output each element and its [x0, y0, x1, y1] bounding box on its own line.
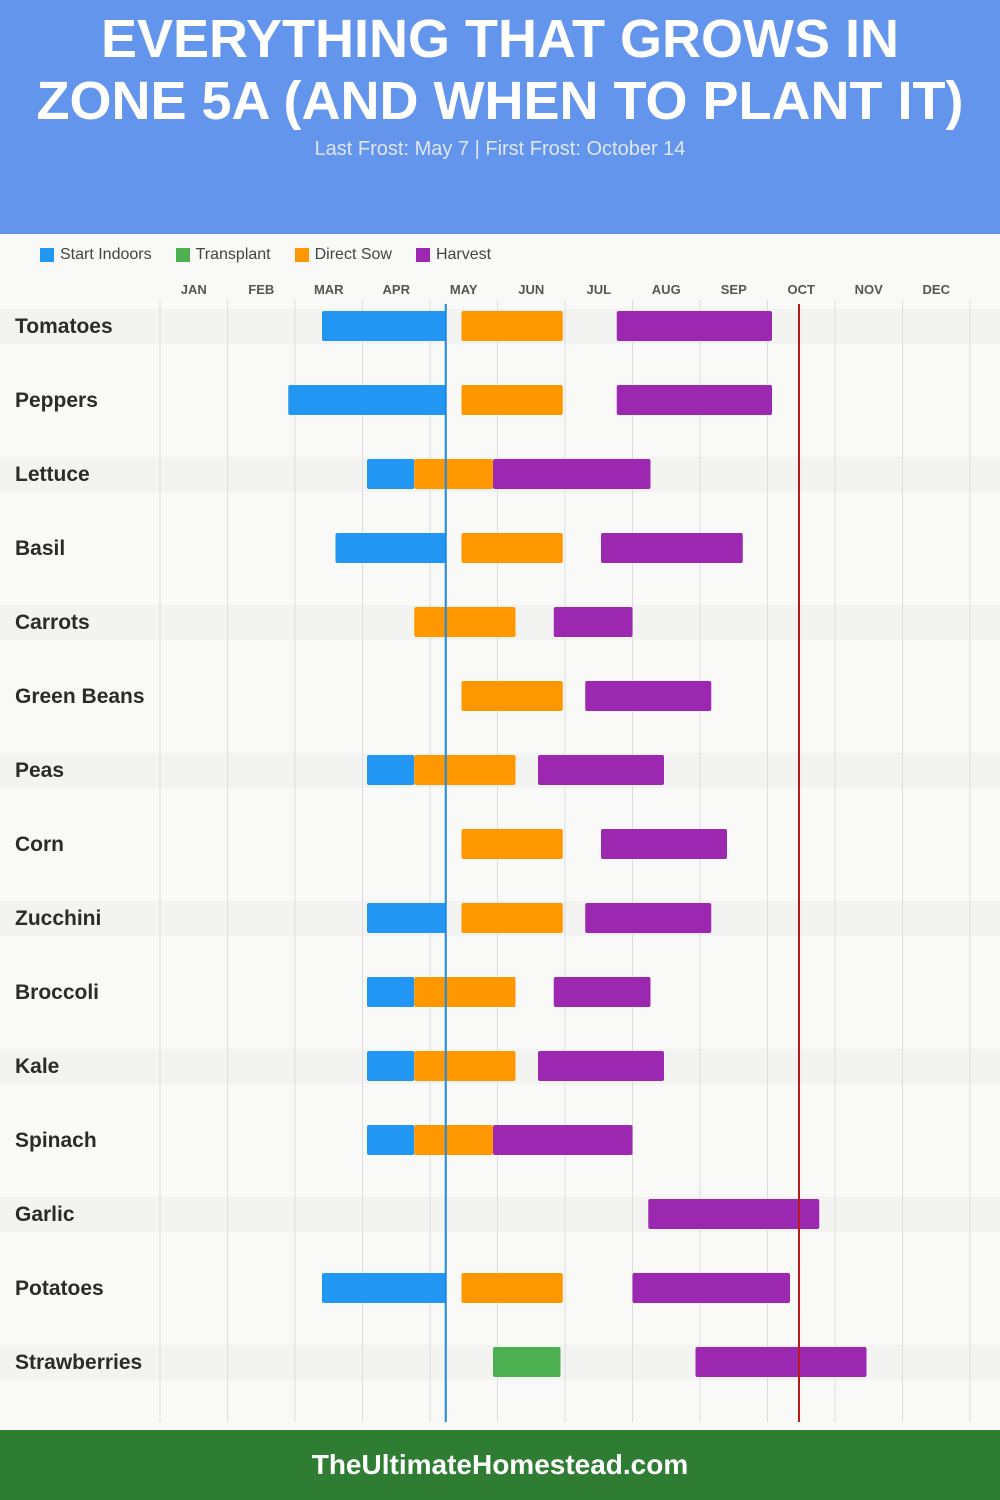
- bar-indoors: [367, 977, 415, 1007]
- crop-label: Broccoli: [15, 981, 99, 1004]
- bar-indoors: [367, 1051, 415, 1081]
- crop-label: Potatoes: [15, 1277, 104, 1300]
- bar-harvest: [493, 1125, 633, 1155]
- legend-item-direct-sow: Direct Sow: [294, 246, 392, 264]
- month-label: JAN: [181, 282, 207, 297]
- legend-item-harvest: Harvest: [415, 246, 492, 264]
- month-label: DEC: [923, 282, 951, 297]
- crop-label: Tomatoes: [15, 315, 113, 338]
- crop-label: Carrots: [15, 611, 90, 634]
- bar-indoors: [367, 1125, 415, 1155]
- crop-label: Peppers: [15, 389, 98, 412]
- frost-dates-subtitle: Last Frost: May 7 | First Frost: October…: [314, 138, 686, 160]
- month-label: SEP: [721, 282, 747, 297]
- bar-sow: [414, 755, 516, 785]
- month-label: JUN: [518, 282, 544, 297]
- bar-sow: [461, 1273, 563, 1303]
- row-band: [0, 1197, 1000, 1232]
- crop-label: Green Beans: [15, 685, 145, 708]
- month-label: APR: [383, 282, 411, 297]
- crop-label: Corn: [15, 833, 64, 856]
- crop-label: Peas: [15, 759, 64, 782]
- crop-label: Garlic: [15, 1203, 75, 1226]
- bar-indoors: [322, 311, 446, 341]
- month-label: FEB: [248, 282, 274, 297]
- bar-harvest: [648, 1199, 820, 1229]
- bar-sow: [461, 903, 563, 933]
- crop-label: Basil: [15, 537, 65, 560]
- bar-sow: [461, 385, 563, 415]
- legend-swatch: [294, 248, 309, 262]
- bar-harvest: [616, 385, 772, 415]
- bar-sow: [414, 607, 516, 637]
- legend-label: Direct Sow: [314, 246, 392, 263]
- crop-label: Lettuce: [15, 463, 90, 486]
- bar-transplant: [493, 1347, 561, 1377]
- bar-harvest: [538, 755, 664, 785]
- bar-indoors: [335, 533, 446, 563]
- bar-harvest: [538, 1051, 664, 1081]
- legend-label: Transplant: [195, 246, 271, 263]
- crop-label: Spinach: [15, 1129, 97, 1152]
- bar-harvest: [616, 311, 772, 341]
- legend-item-start-indoors: Start Indoors: [40, 246, 152, 264]
- bar-indoors: [288, 385, 446, 415]
- header: EVERYTHING THAT GROWS IN ZONE 5A (AND WH…: [0, 0, 1000, 234]
- bar-sow: [461, 533, 563, 563]
- bar-sow: [414, 459, 493, 489]
- bar-sow: [414, 1051, 516, 1081]
- bar-harvest: [585, 903, 712, 933]
- legend-swatch: [40, 248, 54, 262]
- legend-label: Harvest: [435, 246, 492, 263]
- bar-indoors: [367, 755, 415, 785]
- month-label: NOV: [855, 282, 884, 297]
- legend-swatch: [175, 248, 190, 262]
- bar-sow: [461, 681, 563, 711]
- bar-harvest: [695, 1347, 867, 1377]
- legend-swatch: [415, 248, 430, 262]
- bar-sow: [461, 829, 563, 859]
- month-label: JUL: [586, 282, 611, 297]
- crop-label: Zucchini: [15, 907, 101, 930]
- month-label: OCT: [788, 282, 816, 297]
- month-label: MAR: [314, 282, 344, 297]
- bar-sow: [414, 977, 516, 1007]
- bar-harvest: [553, 977, 651, 1007]
- page-title: EVERYTHING THAT GROWS IN ZONE 5A (AND WH…: [36, 9, 964, 131]
- bar-indoors: [322, 1273, 446, 1303]
- bar-harvest: [553, 607, 633, 637]
- legend-label: Start Indoors: [60, 246, 152, 263]
- bar-harvest: [601, 533, 743, 563]
- crop-label: Strawberries: [15, 1351, 142, 1374]
- bar-harvest: [632, 1273, 790, 1303]
- planting-chart: JAN FEB MAR APR MAY JUN JUL AUG SEP OCT NOV DEC Toma…: [0, 282, 1000, 1422]
- footer-site-link[interactable]: TheUltimateHomestead.com: [0, 1430, 1000, 1500]
- legend-item-transplant: Transplant: [175, 246, 271, 264]
- bar-sow: [461, 311, 563, 341]
- bar-indoors: [367, 903, 446, 933]
- bar-harvest: [601, 829, 727, 859]
- bar-harvest: [493, 459, 651, 489]
- month-label: MAY: [450, 282, 478, 297]
- bar-sow: [414, 1125, 493, 1155]
- crop-label: Kale: [15, 1055, 59, 1078]
- month-label: AUG: [652, 282, 681, 297]
- legend: Start Indoors Transplant Direct Sow Harv…: [40, 246, 491, 264]
- bar-harvest: [585, 681, 712, 711]
- bar-indoors: [367, 459, 415, 489]
